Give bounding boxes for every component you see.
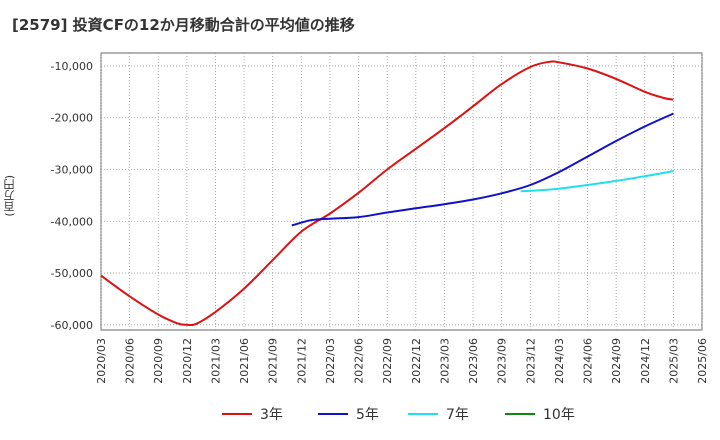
legend-label: 7年 bbox=[446, 407, 469, 423]
x-tick-label: 2020/09 bbox=[152, 338, 165, 384]
y-tick-label: -40,000 bbox=[51, 215, 93, 228]
y-tick-label: -30,000 bbox=[51, 163, 93, 176]
x-tick-label: 2021/03 bbox=[209, 338, 222, 384]
legend-label: 3年 bbox=[260, 407, 283, 423]
x-tick-label: 2023/12 bbox=[524, 338, 537, 384]
x-tick-label: 2021/06 bbox=[238, 338, 251, 384]
y-tick-label: -60,000 bbox=[51, 319, 93, 332]
y-tick-label: -20,000 bbox=[51, 112, 93, 125]
y-tick-label: -10,000 bbox=[51, 60, 93, 73]
x-tick-label: 2024/12 bbox=[639, 338, 652, 384]
x-tick-label: 2020/12 bbox=[181, 338, 194, 384]
legend-label: 5年 bbox=[356, 407, 379, 423]
x-tick-label: 2023/09 bbox=[496, 338, 509, 384]
series-lines bbox=[100, 60, 674, 327]
x-tick-label: 2020/06 bbox=[124, 338, 137, 384]
x-tick-label: 2025/06 bbox=[696, 338, 709, 384]
x-tick-label: 2024/06 bbox=[582, 338, 595, 384]
x-tick-label: 2024/03 bbox=[553, 338, 566, 384]
plot-area bbox=[100, 52, 703, 331]
y-tick-label: -50,000 bbox=[51, 267, 93, 280]
y-tick-labels: -10,000 -20,000 -30,000 -40,000 -50,000 -60,0… bbox=[51, 60, 93, 332]
legend-label: 10年 bbox=[543, 407, 575, 423]
x-tick-label: 2022/06 bbox=[353, 338, 366, 384]
x-tick-label: 2024/09 bbox=[610, 338, 623, 384]
grid-lines bbox=[100, 53, 703, 330]
x-tick-label: 2025/03 bbox=[667, 338, 680, 384]
x-tick-label: 2023/06 bbox=[467, 338, 480, 384]
x-tick-label: 2021/12 bbox=[295, 338, 308, 384]
x-tick-label: 2023/03 bbox=[438, 338, 451, 384]
x-tick-label: 2021/09 bbox=[267, 338, 280, 384]
chart-title: [2579] 投資CFの12か月移動合計の平均値の推移 bbox=[12, 16, 355, 34]
x-tick-labels: 2020/03 2020/06 2020/09 2020/12 2021/03 2021/… bbox=[95, 338, 709, 384]
series-line-5年 bbox=[291, 112, 674, 227]
x-tick-label: 2022/12 bbox=[410, 338, 423, 384]
x-tick-label: 2022/03 bbox=[324, 338, 337, 384]
series-line-7年 bbox=[520, 170, 674, 193]
legend: 3年 5年 7年 10年 bbox=[222, 407, 575, 423]
x-tick-label: 2020/03 bbox=[95, 338, 108, 384]
series-line-3年 bbox=[100, 60, 674, 327]
x-tick-label: 2022/09 bbox=[381, 338, 394, 384]
